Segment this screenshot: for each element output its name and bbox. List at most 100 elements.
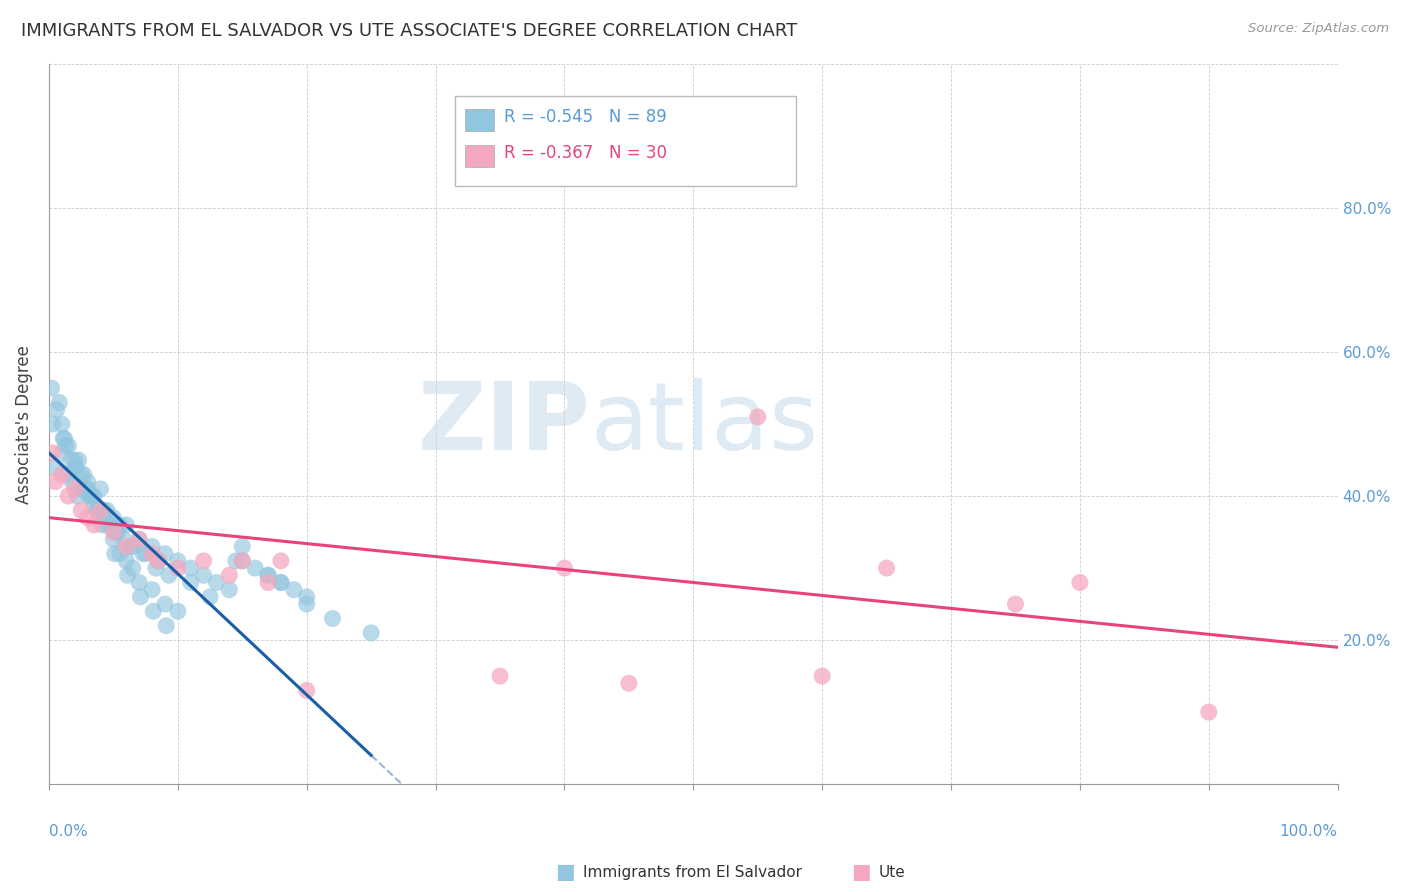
Point — [87, 503, 110, 517]
Point — [141, 582, 163, 597]
Point — [283, 582, 305, 597]
Point — [295, 590, 318, 604]
Point — [104, 547, 127, 561]
Point — [876, 561, 898, 575]
Y-axis label: Associate's Degree: Associate's Degree — [15, 344, 32, 503]
Point — [96, 517, 118, 532]
Point — [157, 568, 180, 582]
Point — [105, 524, 128, 539]
Point — [231, 540, 253, 554]
Point — [77, 489, 100, 503]
Point — [205, 575, 228, 590]
Point — [104, 524, 127, 539]
Point — [129, 590, 152, 604]
Point — [89, 503, 111, 517]
Point — [198, 590, 221, 604]
Point — [166, 604, 188, 618]
Point — [103, 533, 125, 547]
Point — [93, 503, 115, 517]
Point — [100, 517, 122, 532]
Point — [41, 381, 63, 395]
Point — [59, 453, 82, 467]
Point — [231, 554, 253, 568]
Point — [1069, 575, 1091, 590]
Point — [225, 554, 247, 568]
Point — [63, 453, 86, 467]
Point — [51, 417, 73, 431]
Point — [76, 475, 98, 489]
Point — [270, 575, 292, 590]
Point — [66, 489, 89, 503]
Point — [155, 618, 177, 632]
Bar — [465, 110, 494, 131]
Point — [257, 568, 280, 582]
Point — [58, 439, 80, 453]
Point — [63, 460, 86, 475]
Point — [45, 402, 67, 417]
Point — [83, 496, 105, 510]
Point — [70, 467, 93, 482]
Point — [117, 568, 139, 582]
Point — [51, 467, 73, 482]
Point — [231, 554, 253, 568]
Text: 100.0%: 100.0% — [1279, 823, 1337, 838]
Point — [132, 547, 155, 561]
Point — [115, 554, 138, 568]
Point — [79, 489, 101, 503]
Text: Source: ZipAtlas.com: Source: ZipAtlas.com — [1249, 22, 1389, 36]
Point — [44, 475, 66, 489]
Point — [321, 611, 343, 625]
Point — [83, 517, 105, 532]
Text: R = -0.545   N = 89: R = -0.545 N = 89 — [503, 108, 666, 126]
Point — [58, 489, 80, 503]
Text: ■: ■ — [851, 863, 870, 882]
Point — [257, 575, 280, 590]
Point — [103, 524, 125, 539]
Point — [142, 604, 165, 618]
Point — [108, 517, 131, 532]
Point — [243, 561, 266, 575]
Point — [193, 568, 215, 582]
Point — [48, 395, 70, 409]
Point — [153, 547, 176, 561]
Point — [141, 547, 163, 561]
Point — [67, 453, 90, 467]
Text: Ute: Ute — [879, 865, 905, 880]
Point — [60, 475, 83, 489]
Text: Immigrants from El Salvador: Immigrants from El Salvador — [583, 865, 803, 880]
Point — [51, 446, 73, 460]
Point — [148, 554, 170, 568]
Point — [128, 575, 150, 590]
Point — [811, 669, 834, 683]
Point — [42, 446, 65, 460]
Point — [89, 503, 111, 517]
Point — [257, 568, 280, 582]
FancyBboxPatch shape — [456, 96, 796, 186]
Point — [120, 540, 142, 554]
Bar — [465, 145, 494, 167]
Text: ZIP: ZIP — [418, 378, 591, 470]
Point — [76, 482, 98, 496]
Point — [270, 575, 292, 590]
Point — [103, 510, 125, 524]
Point — [1198, 705, 1220, 719]
Point — [166, 554, 188, 568]
Point — [180, 575, 202, 590]
Point — [180, 561, 202, 575]
Point — [55, 439, 77, 453]
Point — [270, 554, 292, 568]
Point — [65, 460, 87, 475]
Point — [86, 503, 108, 517]
Point — [145, 561, 167, 575]
Text: atlas: atlas — [591, 378, 818, 470]
Point — [166, 561, 188, 575]
Text: ■: ■ — [555, 863, 575, 882]
Point — [52, 432, 75, 446]
Point — [553, 561, 575, 575]
Point — [128, 533, 150, 547]
Point — [747, 409, 769, 424]
Point — [617, 676, 640, 690]
Point — [295, 597, 318, 611]
Text: IMMIGRANTS FROM EL SALVADOR VS UTE ASSOCIATE'S DEGREE CORRELATION CHART: IMMIGRANTS FROM EL SALVADOR VS UTE ASSOC… — [21, 22, 797, 40]
Point — [295, 683, 318, 698]
